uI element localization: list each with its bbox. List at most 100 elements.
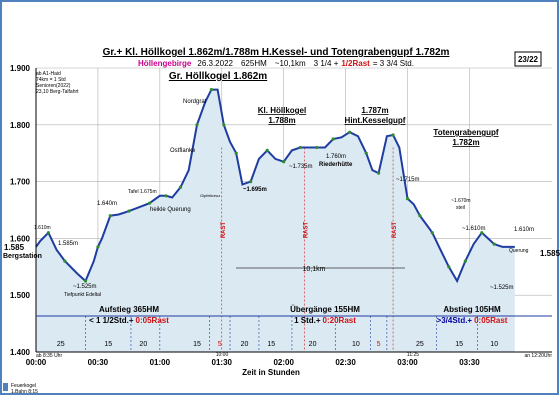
profile-point [447, 265, 451, 269]
profile-point [96, 245, 100, 249]
gipfelkreuz-label: Gipfelkreuz [200, 193, 220, 198]
legend-swatch [3, 383, 8, 391]
duration-label: 5 [377, 341, 381, 348]
page-label: 23/22 [518, 55, 539, 64]
profile-point [222, 123, 226, 127]
x-tick-label: 01:00 [150, 358, 171, 367]
alt-1525: ~1.525m [73, 284, 97, 290]
profile-point [405, 197, 410, 201]
alt-1610-right: 1.610m [514, 227, 534, 233]
segment-ascent-detail: < 1 1/2Std.+ 0:05Rast [89, 316, 169, 325]
profile-point [492, 242, 496, 246]
info-line-4: 23,10 Berg-Talfahrt [36, 89, 79, 95]
profile-line-layer [35, 88, 515, 284]
alt-1610-left: 1.610m [34, 225, 51, 231]
profile-point [331, 137, 335, 141]
profile-point [364, 151, 368, 155]
profile-point [108, 214, 112, 218]
info-line-3: Senioren(2022) [36, 83, 71, 89]
duration-label: 10 [352, 341, 360, 348]
kl-hoellkogel-label: Kl. Höllkogel [258, 106, 306, 115]
alt-1760: 1.760m [326, 154, 346, 160]
x-tick-label: 03:00 [397, 358, 418, 367]
y-tick-label: 1.400 [10, 348, 31, 357]
subtitle-region: Höllengebirge [138, 59, 192, 68]
profile-point [234, 151, 238, 155]
profile-point [315, 145, 319, 150]
duration-label: 15 [193, 341, 201, 348]
totengraben-alt: 1.782m [452, 138, 479, 147]
legend-line-1: Feuerkogel [11, 383, 36, 389]
duration-label: 25 [416, 341, 424, 348]
subtitle-time-1: 3 1/4 + [314, 59, 339, 68]
subtitle-time-3: = 3 3/4 Std. [373, 59, 414, 68]
profile-point [298, 145, 302, 150]
segment-ascent-detail-a: < 1 1/2Std.+ [89, 316, 134, 325]
profile-point [282, 160, 286, 164]
profile-point [164, 194, 168, 198]
tiefpunkt-label: Tiefpunkt Edeltal [64, 292, 101, 298]
profile-point [83, 279, 88, 283]
x-tick-label: 01:30 [212, 358, 233, 367]
profile-point [209, 87, 214, 92]
nordgrat-label: Nordgrat [183, 99, 207, 105]
alt-1585-orange: 1.585m [58, 241, 78, 247]
profile-point [63, 259, 67, 263]
x-tick-label: 00:00 [26, 358, 47, 367]
duration-label: 20 [241, 341, 249, 348]
profile-point [46, 231, 50, 235]
rast-label: RAST [221, 222, 227, 239]
rast-label: RAST [303, 222, 309, 239]
end-alt-label: 1.585m [540, 249, 560, 258]
start-note: ab 8:35 Uhr [36, 353, 62, 359]
profile-point [480, 231, 484, 235]
y-tick-label: 1.900 [10, 64, 31, 73]
segment-transition-detail-b: 0:20Rast [323, 316, 357, 325]
alt-1670: ~1.670m [451, 198, 471, 204]
duration-label: 5 [218, 341, 222, 348]
profile-point [249, 180, 253, 184]
time-1125-label: 11:25 [407, 352, 419, 358]
profile-point [147, 201, 152, 205]
x-tick-label: 03:30 [459, 358, 480, 367]
legend-line-2: 1.Bahn 8:15 [11, 389, 38, 395]
x-tick-label: 02:30 [335, 358, 356, 367]
rast-layer: RAST RAST RAST [221, 147, 398, 352]
subtitle-ascent: 625HM [241, 59, 267, 68]
duration-label: 10 [490, 341, 498, 348]
segment-descent-detail: >3/4Std.+ 0:05Rast [437, 316, 508, 325]
subtitle-distance: ~10,1km [275, 59, 306, 68]
y-tick-label: 1.700 [10, 178, 31, 187]
end-note: an 12:20Uhr [524, 353, 552, 359]
duration-label: 15 [267, 341, 275, 348]
profile-point [127, 209, 131, 213]
info-line-1: ab A1-Haid [36, 71, 61, 77]
alt-1695: ~1.695m [243, 187, 267, 193]
kl-hoellkogel-alt: 1.788m [268, 116, 295, 125]
x-axis-label: Zeit in Stunden [242, 368, 300, 377]
alt-1715: ~1.715m [396, 177, 420, 183]
subtitle-time-2: 1/2Rast [341, 59, 370, 68]
alt-1640: 1.640m [97, 201, 117, 207]
duration-label: 15 [455, 341, 463, 348]
riederhuette-label: Riederhütte [319, 162, 353, 168]
alt-1610-orange: ~1.610m [462, 226, 486, 232]
segment-descent-detail-b: 0:05Rast [474, 316, 508, 325]
duration-layer: 25 15 20 15 5 20 15 20 10 5 25 15 10 [57, 316, 498, 352]
time-10-label: 10:00 [216, 352, 229, 358]
profile-point [463, 259, 467, 263]
segment-ascent-detail-b: 0:05Rast [136, 316, 170, 325]
segment-descent-label: Abstieg 105HM [443, 305, 501, 314]
area-layer [36, 89, 515, 352]
profile-point [391, 133, 395, 137]
chart-title: Gr.+ Kl. Höllkogel 1.862m/1.788m H.Kesse… [103, 47, 450, 58]
duration-label: 20 [309, 341, 317, 348]
y-tick-label: 1.500 [10, 291, 31, 300]
segment-descent-detail-a: >3/4Std.+ [437, 316, 473, 325]
segment-transition-detail-a: 1 Std.+ [294, 316, 321, 325]
peak-main-label: Gr. Höllkogel 1.862m [169, 71, 267, 82]
profile-point [265, 148, 269, 152]
chart-subtitle: Höllengebirge 26.3.2022 625HM ~10,1km 3 1/4 … [138, 59, 414, 68]
segment-transition-detail: 1 Std.+ 0:20Rast [294, 316, 356, 325]
